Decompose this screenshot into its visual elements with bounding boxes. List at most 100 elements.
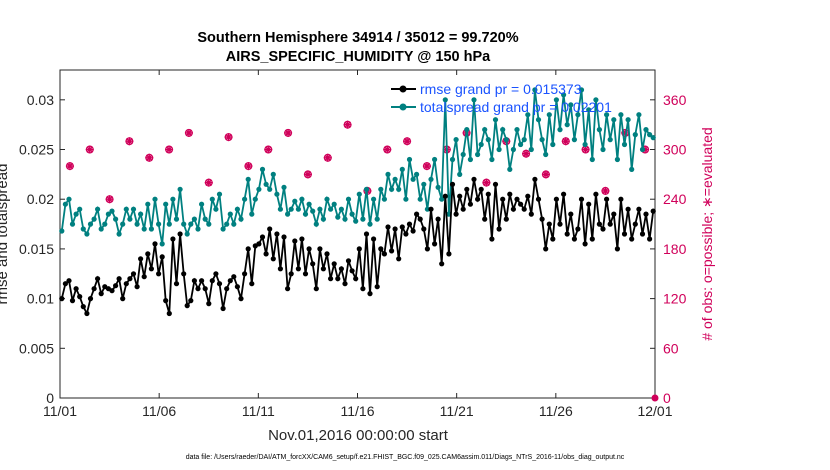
rmse-point: [159, 254, 165, 260]
rmse-point: [66, 278, 72, 284]
rmse-point: [80, 304, 86, 310]
spread-point: [378, 186, 384, 192]
spread-point: [227, 211, 233, 217]
rmse-point: [578, 196, 585, 202]
spread-point: [91, 216, 97, 222]
spread-point: [123, 206, 129, 212]
spread-point: [177, 186, 183, 192]
left-axis-ticks: 0 0.005 0.01 0.015 0.02 0.025 0.03: [19, 92, 65, 406]
x-tick-label: 11/26: [539, 403, 573, 419]
spread-point: [453, 137, 459, 143]
rmse-point: [120, 296, 126, 302]
spread-point: [130, 206, 137, 212]
spread-point: [295, 206, 301, 212]
rmse-point: [507, 191, 513, 197]
rmse-point: [191, 278, 197, 284]
spread-point: [403, 196, 409, 202]
rmse-point: [557, 221, 563, 227]
spread-point: [213, 206, 219, 212]
legend-label-rmse: rmse grand pr = 0.015373: [420, 81, 582, 97]
spread-point: [621, 141, 628, 148]
rmse-point: [471, 176, 477, 182]
rmse-point: [87, 296, 94, 302]
obs-evaluated-marker: [244, 162, 253, 171]
spread-point: [561, 92, 567, 98]
obs-evaluated-marker: [224, 133, 233, 142]
spread-point: [299, 196, 305, 202]
spread-point: [224, 221, 230, 227]
spread-point: [500, 127, 506, 133]
rmse-point: [403, 231, 409, 237]
rmse-point: [353, 276, 359, 282]
chart-subtitle: AIRS_SPECIFIC_HUMIDITY @ 150 hPa: [226, 49, 491, 65]
rmse-point: [492, 181, 499, 187]
rmse-point: [177, 231, 183, 237]
spread-point: [62, 201, 68, 207]
x-tick-label: 11/16: [341, 403, 375, 419]
rmse-point: [310, 261, 316, 267]
spread-line: [60, 89, 654, 245]
spread-point: [550, 141, 556, 148]
legend-marker-rmse: [399, 85, 407, 93]
rmse-point: [328, 276, 334, 282]
spread-point: [338, 206, 344, 212]
spread-point: [166, 221, 172, 227]
spread-point: [589, 156, 595, 163]
obs-evaluated-marker: [323, 153, 332, 162]
rmse-point: [77, 294, 83, 300]
rmse-point: [231, 274, 237, 280]
spread-point: [310, 208, 316, 214]
rmse-point: [432, 241, 438, 247]
spread-point: [263, 181, 269, 187]
rmse-point: [245, 246, 251, 252]
spread-point: [428, 176, 434, 182]
spread-point: [414, 171, 420, 177]
spread-point: [582, 141, 588, 148]
spread-point: [578, 87, 585, 93]
spread-point: [191, 216, 197, 222]
spread-point: [496, 146, 502, 153]
x-axis-label: Nov.01,2016 00:00:00 start: [268, 427, 449, 444]
rmse-point: [457, 193, 463, 199]
spread-point: [432, 156, 438, 163]
rmse-point: [593, 191, 599, 197]
rmse-point: [596, 221, 603, 227]
spread-point: [406, 156, 413, 163]
rmse-point: [650, 208, 656, 214]
rmse-point: [209, 278, 215, 284]
spread-point: [449, 156, 456, 163]
spread-point: [643, 127, 649, 133]
spread-point: [464, 127, 470, 133]
spread-point: [66, 196, 72, 202]
spread-point: [317, 206, 323, 212]
rmse-point: [561, 191, 567, 197]
obs-evaluated-marker: [284, 128, 293, 137]
rmse-point: [130, 271, 137, 277]
spread-point: [475, 151, 481, 158]
spread-point: [342, 216, 348, 222]
spread-point: [181, 221, 187, 227]
rmse-point: [335, 276, 341, 282]
legend-marker-spread: [399, 103, 407, 111]
rmse-point: [582, 241, 588, 247]
rmse-point: [371, 236, 377, 242]
rmse-point: [181, 271, 187, 277]
spread-point: [102, 221, 108, 227]
rmse-point: [503, 216, 509, 222]
spread-point: [277, 206, 283, 212]
spread-point: [424, 206, 430, 212]
x-tick-label: 11/06: [142, 403, 176, 419]
spread-point: [514, 127, 520, 133]
rmse-point: [568, 211, 574, 217]
spread-point: [159, 241, 165, 247]
spread-point: [245, 176, 251, 182]
rmse-point: [127, 276, 133, 282]
spread-point: [127, 216, 133, 222]
spread-point: [252, 196, 258, 202]
spread-point: [532, 87, 538, 93]
rmse-point: [299, 236, 305, 242]
rmse-point: [482, 216, 488, 222]
rmse-point: [134, 284, 140, 290]
y-tick-label: 0.01: [27, 291, 54, 307]
rmse-point: [643, 211, 649, 217]
